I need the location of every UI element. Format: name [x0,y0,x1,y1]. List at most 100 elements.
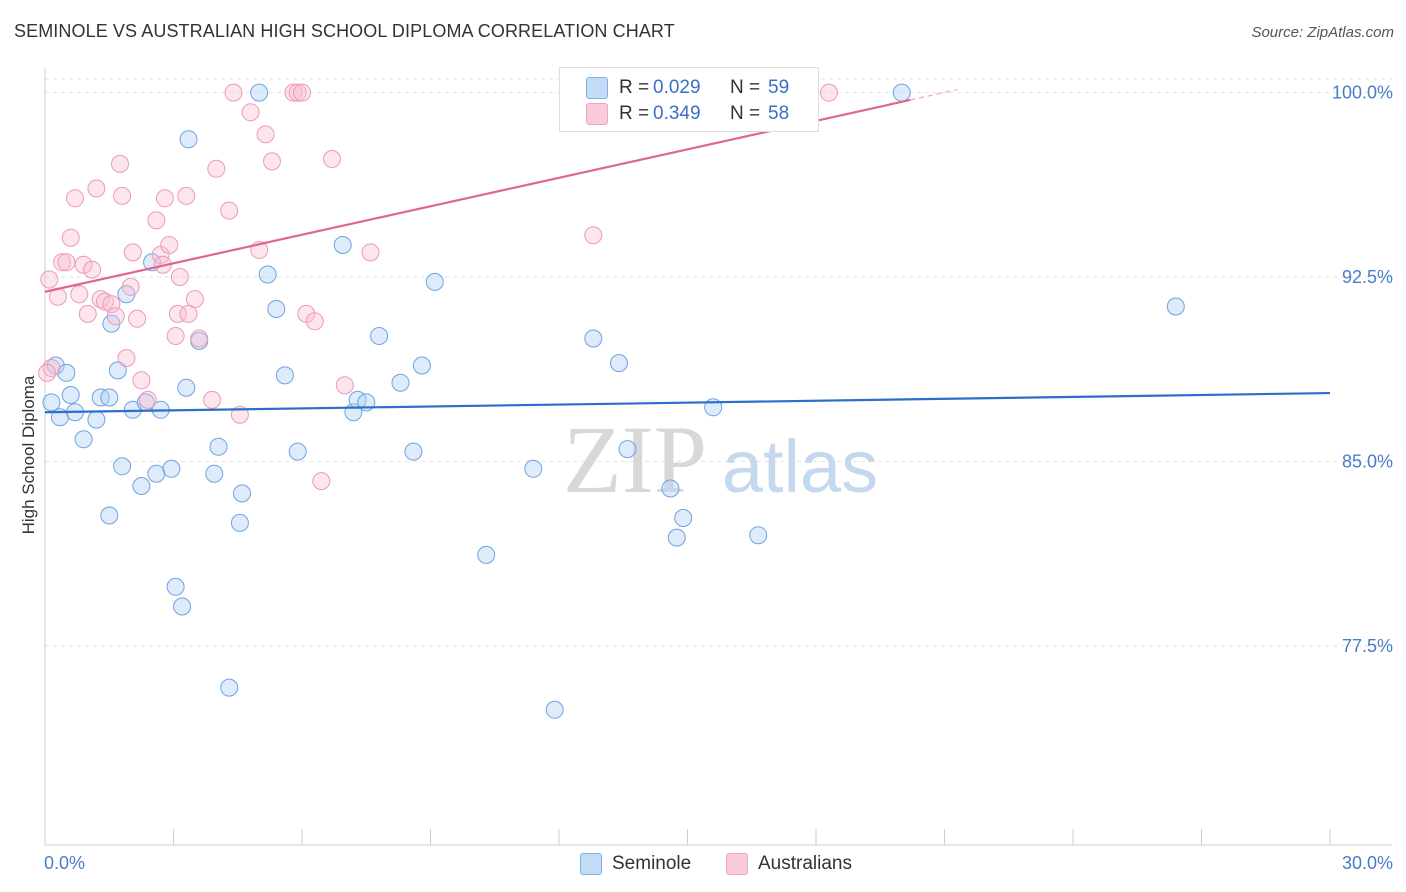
watermark-zip: ZIP [563,406,707,513]
australians-point [53,253,72,272]
australians-point [170,268,189,286]
seminole-point [661,479,680,498]
australians-legend-swatch [726,853,748,875]
australians-point [132,371,151,390]
tick-labels: 77.5% 85.0% 92.5% 100.0% 0.0% 30.0% [44,83,1393,873]
seminole-n-value: 59 [768,77,790,98]
australians-point [168,304,187,323]
seminole-point [100,506,119,525]
seminole-points [42,83,1185,719]
australians-point [61,228,80,247]
correlation-legend: R = 0.029 N = 59 R = 0.349 N = 58 [559,67,819,132]
australians-point [166,327,185,345]
seminole-point [61,386,80,404]
seminole-point [100,388,119,407]
australians-point [117,349,136,368]
australians-point [190,329,209,348]
seminole-point [584,329,603,348]
australians-n-value: 58 [768,103,790,124]
seminole-point [1166,297,1185,316]
seminole-point [220,678,239,697]
y-tick-label: 100.0% [1332,83,1393,103]
seminole-point [230,513,249,532]
seminole-point [209,437,228,456]
seminole-point [412,356,431,375]
australians-point [241,103,260,122]
australians-trend-extension [910,88,958,101]
seminole-point [205,464,224,483]
australians-point [113,186,132,205]
australians-point [121,277,140,296]
australians-point [138,390,157,409]
australians-r-value: 0.349 [653,103,701,124]
australians-point [312,472,331,491]
australians-point [323,150,341,168]
australians-point [128,309,147,328]
australians-point [177,186,196,205]
legend-r-label: R = [619,77,650,98]
australians-point [155,189,174,208]
seminole-swatch [586,77,608,99]
chart-title: SEMINOLE VS AUSTRALIAN HIGH SCHOOL DIPLO… [14,21,675,41]
australians-point [335,376,354,395]
australians-point [288,83,307,102]
x-tick-label: 0.0% [44,853,85,873]
australians-point [57,253,76,272]
seminole-point [162,459,181,478]
seminole-point [87,410,106,429]
australians-point [87,179,106,198]
seminole-point [892,83,911,102]
australians-point [102,295,121,314]
seminole-point [258,265,277,284]
australians-swatch [586,103,608,125]
australians-point [256,125,275,144]
australians-point [40,270,59,289]
grid-lines [45,78,1392,647]
seminole-point [370,327,389,345]
australians-point [819,83,838,102]
australians-point [293,83,311,102]
australians-point [147,211,166,230]
seminole-point [57,363,76,382]
source-label: Source: ZipAtlas.com [1251,24,1394,41]
australians-point [74,255,93,274]
australians-point [106,307,125,326]
seminole-point [425,272,444,291]
seminole-point [147,464,166,483]
australians-point [179,304,198,323]
seminole-point [132,477,151,495]
australians-point [66,189,84,208]
seminole-point [233,484,251,503]
australians-point [207,159,226,178]
seminole-point [177,378,196,397]
legend-n-label: N = [730,103,761,124]
y-tick-label: 92.5% [1342,267,1393,287]
australians-point [361,243,380,262]
seminole-point [404,442,423,461]
australians-point [111,154,129,173]
seminole-point [173,597,192,616]
seminole-point [545,700,564,719]
seminole-point [610,354,628,373]
seminole-point [108,361,127,380]
australians-point [78,304,97,323]
legend-n-label: N = [730,77,761,98]
watermark-atlas: atlas [722,425,878,508]
australians-legend-label: Australians [758,853,852,874]
seminole-point [166,577,185,596]
seminole-point [74,430,93,449]
australians-point [305,312,324,331]
seminole-point [333,236,352,254]
seminole-point [618,440,637,459]
australians-point [263,152,281,171]
x-tick-label: 30.0% [1342,853,1393,873]
seminole-point [391,373,410,392]
seminole-point [179,130,198,149]
seminole-trend-line [44,391,1331,414]
seminole-point [113,457,132,476]
australians-point [38,363,57,382]
seminole-r-value: 0.029 [653,77,701,98]
australians-point [123,243,142,262]
australians-point [83,260,102,279]
